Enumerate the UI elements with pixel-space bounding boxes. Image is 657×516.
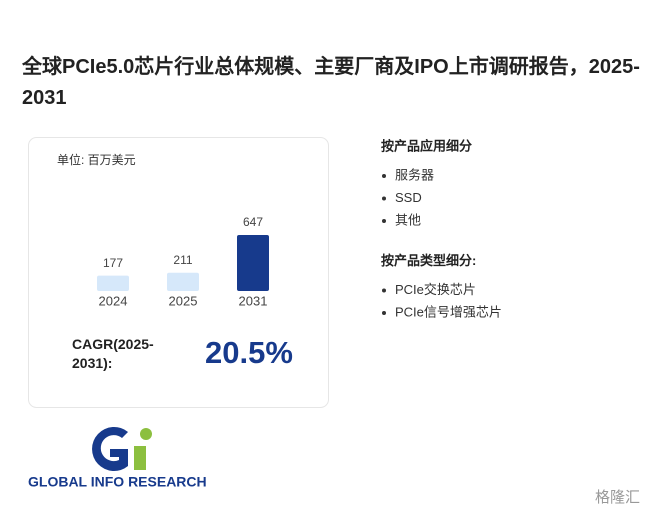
value-label: 177	[103, 256, 123, 270]
bullet	[382, 174, 386, 178]
watermark: 格隆汇	[595, 489, 640, 506]
cagr-value: 20.5%	[205, 335, 293, 370]
title: 全球PCIe5.0芯片行业总体规模、主要厂商及IPO上市调研报告，2025-20…	[22, 56, 640, 109]
bullet	[382, 219, 386, 223]
logo: GLOBAL INFO RESEARCH	[28, 427, 207, 490]
category-label: 2031	[239, 293, 268, 308]
segment-item: PCIe交换芯片	[395, 282, 476, 297]
category-label: 2024	[99, 293, 128, 308]
cagr-label: CAGR(2025-2031):	[72, 336, 154, 371]
logo-text: GLOBAL INFO RESEARCH	[28, 474, 207, 490]
category-label: 2025	[169, 293, 198, 308]
value-label: 647	[243, 215, 263, 229]
bullet	[382, 196, 386, 201]
bar	[237, 235, 269, 291]
bar-chart: 177 2024 211 2025 647 2031	[97, 215, 269, 308]
segment-item: PCIe信号增强芯片	[395, 304, 502, 319]
segment-item: SSD	[395, 190, 422, 205]
value-label: 211	[173, 253, 192, 267]
segment-item: 服务器	[395, 167, 434, 182]
bullet	[382, 288, 386, 293]
unit-label: 单位: 百万美元	[57, 152, 136, 167]
card	[28, 137, 329, 408]
bar	[167, 272, 199, 291]
bullet	[382, 311, 386, 315]
title-box: 全球PCIe5.0芯片行业总体规模、主要厂商及IPO上市调研报告，2025-20…	[22, 56, 640, 109]
bar	[97, 275, 129, 291]
segment-item: 其他	[395, 212, 421, 227]
segment-title: 按产品类型细分:	[381, 253, 476, 268]
segment-title: 按产品应用细分	[381, 138, 472, 153]
